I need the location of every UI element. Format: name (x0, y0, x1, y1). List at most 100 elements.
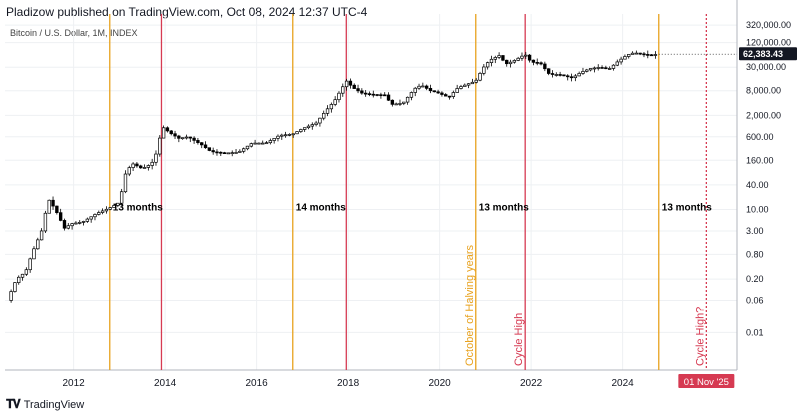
y-tick-label: 120,000.00 (746, 38, 791, 48)
candle-body (592, 67, 597, 70)
candle-body (131, 163, 135, 168)
candle-body (230, 152, 234, 155)
candle-body (322, 112, 326, 119)
candle-body (409, 92, 414, 98)
candle-body (558, 74, 562, 76)
interval-label: 13 months (662, 202, 712, 213)
candle-body (524, 54, 528, 57)
candle-body (394, 103, 398, 106)
candle-body (512, 60, 517, 63)
candle-body (341, 86, 345, 94)
y-tick-label: 10.00 (746, 205, 769, 215)
y-tick-label: 0.80 (746, 249, 764, 259)
candle-body (93, 214, 97, 218)
candle-body (363, 92, 368, 95)
candle-body (20, 273, 25, 278)
candle-body (463, 84, 467, 87)
candle-body (85, 218, 90, 222)
candle-body (207, 147, 212, 151)
candle-body (173, 133, 177, 137)
candle-body (333, 99, 337, 105)
candle-body (291, 133, 295, 136)
candle-body (440, 92, 444, 95)
candle-body (367, 93, 372, 96)
candle-body (127, 167, 131, 175)
candle-body (58, 212, 63, 221)
candle-body (646, 54, 650, 56)
candle-body (386, 94, 391, 101)
candle-body (455, 88, 459, 93)
candle-body (295, 131, 299, 135)
candle-body (436, 91, 440, 94)
candle-body (24, 269, 29, 275)
candle-body (630, 52, 635, 55)
candle-body (482, 66, 486, 74)
candle-body (32, 248, 36, 260)
candle-body (51, 199, 55, 207)
candle-body (428, 88, 433, 92)
x-tick-label: 2022 (520, 378, 543, 389)
candle-body (280, 134, 284, 137)
candle-body (337, 92, 341, 101)
candle-body (531, 59, 536, 63)
x-marker-label: 01 Nov '25 (684, 377, 729, 388)
candle-body (413, 87, 417, 93)
candle-body (222, 152, 227, 155)
candle-body (588, 68, 593, 71)
candle-body (249, 143, 253, 147)
candle-body (17, 276, 21, 283)
candle-body (566, 75, 570, 78)
candle-body (447, 95, 452, 98)
candle-body (623, 56, 627, 60)
x-tick-label: 2016 (246, 378, 269, 389)
candle-body (451, 92, 456, 97)
candle-body (89, 216, 93, 220)
candle-body (478, 72, 482, 81)
candle-body (264, 142, 269, 145)
cycle-line-label: Cycle High? (694, 307, 706, 366)
candle-body (405, 96, 410, 103)
candle-body (62, 220, 67, 229)
candle-body (489, 58, 494, 63)
candle-body (459, 86, 463, 89)
candle-body (165, 127, 170, 132)
candle-body (215, 151, 219, 154)
candle-body (158, 137, 162, 155)
candle-body (432, 90, 436, 93)
candle-body (527, 54, 532, 61)
candle-body (520, 55, 524, 59)
candle-body (611, 64, 616, 69)
candle-body (43, 212, 48, 232)
x-tick-label: 2018 (337, 378, 360, 389)
y-tick-label: 320,000.00 (746, 20, 791, 30)
candle-body (177, 135, 181, 139)
candle-body (200, 142, 204, 146)
y-tick-label: 8,000.00 (746, 86, 781, 96)
candle-body (192, 137, 196, 141)
candle-body (276, 135, 280, 139)
candle-body (283, 134, 288, 137)
candle-body (135, 163, 139, 167)
candle-body (653, 54, 658, 56)
candle-body (550, 73, 555, 75)
candle-body (306, 125, 311, 129)
candle-body (562, 74, 566, 77)
candle-body (81, 221, 86, 223)
candle-body (142, 167, 147, 169)
candle-body (169, 130, 173, 135)
candle-body (325, 108, 330, 114)
candle-body (516, 57, 520, 61)
y-tick-label: 2,000.00 (746, 110, 781, 120)
y-tick-label: 0.06 (746, 295, 764, 305)
interval-label: 13 months (113, 202, 163, 213)
candle-body (184, 136, 189, 139)
candle-body (100, 210, 105, 213)
footer-brand[interactable]: TradingView (23, 398, 85, 411)
candle-body (329, 104, 334, 110)
y-tick-label: 0.01 (746, 327, 764, 337)
candle-body (508, 61, 513, 65)
candle-body (554, 74, 558, 76)
candle-body (470, 81, 475, 85)
cycle-line-label: Cycle High (513, 313, 525, 366)
